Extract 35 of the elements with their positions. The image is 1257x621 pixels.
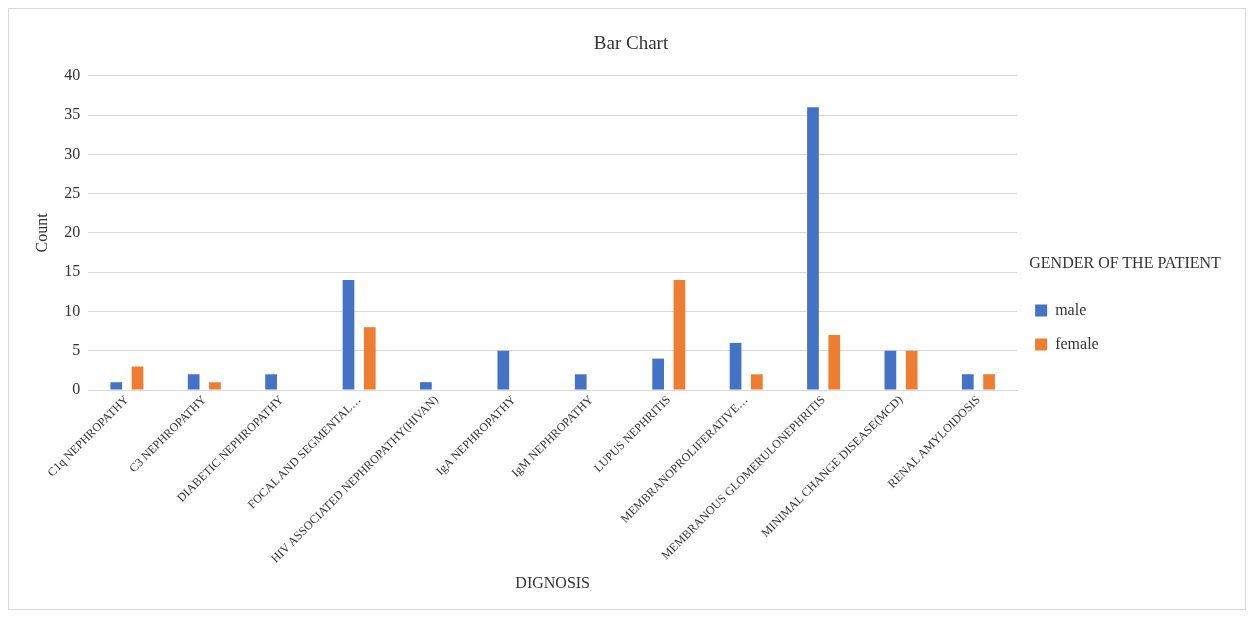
bar — [751, 374, 763, 390]
bar — [905, 350, 918, 390]
y-tick-label: 35 — [64, 105, 81, 123]
bar — [131, 366, 144, 390]
legend-label: male — [1055, 300, 1087, 318]
y-tick-label: 0 — [72, 380, 81, 398]
chart-title: Bar Chart — [593, 32, 669, 54]
bar — [363, 327, 376, 390]
legend-label: female — [1055, 334, 1099, 352]
bar — [497, 350, 510, 390]
y-tick-label: 10 — [64, 301, 81, 319]
bar — [673, 280, 686, 390]
bar — [961, 374, 974, 390]
y-tick-label: 30 — [64, 144, 81, 162]
bar — [420, 382, 432, 390]
bar — [574, 374, 587, 390]
y-tick-label: 5 — [72, 340, 81, 358]
bar — [729, 342, 742, 390]
bar — [265, 374, 277, 390]
bar — [652, 358, 664, 390]
bar — [884, 350, 897, 390]
y-axis-title: Count — [32, 212, 50, 253]
y-tick-label: 15 — [64, 262, 81, 280]
bar — [828, 335, 841, 390]
bar — [187, 374, 200, 390]
y-tick-label: 40 — [64, 66, 81, 83]
bar — [342, 280, 355, 390]
bar — [110, 382, 123, 390]
y-tick-label: 25 — [64, 183, 81, 201]
bar — [983, 374, 995, 390]
bar — [807, 107, 819, 390]
x-axis-title: DIGNOSIS — [515, 573, 591, 591]
bar — [209, 382, 221, 390]
legend-title: GENDER OF THE PATIENT — [1029, 253, 1222, 271]
y-tick-label: 20 — [64, 223, 81, 241]
